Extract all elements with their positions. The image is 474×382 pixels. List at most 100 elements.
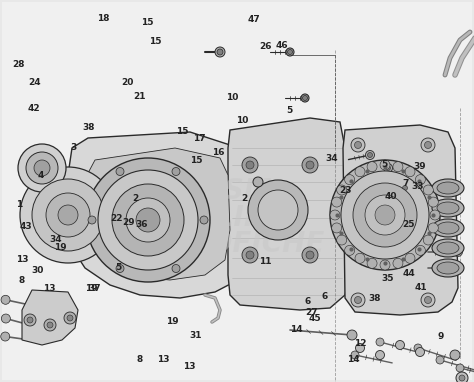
Text: 40: 40 (385, 192, 397, 201)
Circle shape (401, 183, 410, 193)
Circle shape (351, 293, 365, 307)
Text: 2: 2 (241, 194, 247, 203)
Circle shape (246, 251, 254, 259)
Text: 36: 36 (135, 220, 147, 229)
Circle shape (330, 160, 440, 270)
Circle shape (375, 205, 395, 225)
Ellipse shape (432, 179, 464, 197)
Circle shape (450, 350, 460, 360)
Circle shape (415, 245, 425, 255)
Circle shape (67, 315, 73, 321)
Text: 45: 45 (309, 314, 321, 324)
Circle shape (27, 317, 33, 323)
Circle shape (416, 348, 425, 356)
Circle shape (347, 330, 357, 340)
Text: 26: 26 (259, 42, 272, 51)
Text: 30: 30 (32, 266, 44, 275)
Circle shape (200, 216, 208, 224)
Circle shape (356, 343, 365, 353)
Circle shape (302, 96, 308, 100)
Circle shape (365, 151, 374, 160)
Ellipse shape (437, 202, 459, 214)
Circle shape (383, 163, 392, 173)
Ellipse shape (432, 259, 464, 277)
Text: 19: 19 (85, 284, 97, 293)
Text: 6: 6 (321, 291, 328, 301)
Circle shape (116, 264, 124, 272)
Circle shape (306, 251, 314, 259)
Circle shape (20, 167, 116, 263)
Circle shape (405, 167, 415, 177)
Circle shape (414, 344, 422, 352)
Circle shape (430, 210, 440, 220)
Text: 28: 28 (13, 60, 25, 69)
Circle shape (428, 197, 438, 207)
Circle shape (302, 247, 318, 263)
Circle shape (136, 208, 160, 232)
Ellipse shape (432, 239, 464, 257)
Text: 34: 34 (326, 154, 338, 163)
Circle shape (355, 253, 365, 263)
Circle shape (24, 314, 36, 326)
Circle shape (456, 364, 464, 372)
Text: 15: 15 (141, 18, 153, 27)
Circle shape (242, 157, 258, 173)
Circle shape (353, 183, 417, 247)
Circle shape (423, 235, 433, 245)
Polygon shape (343, 125, 458, 315)
Text: 21: 21 (134, 92, 146, 101)
Text: 38: 38 (368, 294, 381, 303)
Circle shape (44, 319, 56, 331)
Text: 41: 41 (415, 283, 427, 292)
Text: 15: 15 (149, 37, 161, 46)
Circle shape (126, 198, 170, 242)
Text: 38: 38 (83, 123, 95, 133)
Circle shape (258, 190, 298, 230)
Circle shape (330, 210, 340, 220)
Text: 10: 10 (236, 116, 248, 125)
Circle shape (393, 162, 403, 172)
Circle shape (355, 296, 362, 304)
Circle shape (1, 314, 10, 323)
Polygon shape (85, 148, 230, 280)
Circle shape (112, 184, 184, 256)
Circle shape (345, 175, 355, 185)
Circle shape (242, 247, 258, 263)
Circle shape (46, 193, 90, 237)
Text: 15: 15 (176, 127, 189, 136)
Text: 14: 14 (290, 325, 302, 334)
Circle shape (345, 245, 355, 255)
Text: 19: 19 (166, 317, 178, 326)
Circle shape (380, 260, 390, 270)
Circle shape (425, 141, 431, 149)
Circle shape (386, 224, 394, 232)
Circle shape (246, 161, 254, 169)
Text: 13: 13 (17, 255, 29, 264)
Text: 13: 13 (183, 362, 196, 371)
Text: 5: 5 (381, 160, 387, 169)
Text: 6: 6 (305, 297, 311, 306)
Circle shape (34, 160, 50, 176)
Text: 20: 20 (121, 78, 133, 87)
Circle shape (351, 351, 359, 359)
Text: 29: 29 (123, 218, 135, 227)
Circle shape (375, 351, 384, 359)
Polygon shape (22, 290, 78, 345)
Text: 19: 19 (55, 243, 67, 252)
Text: 5: 5 (115, 263, 122, 272)
Circle shape (288, 50, 292, 55)
Circle shape (423, 185, 433, 195)
Circle shape (351, 138, 365, 152)
Circle shape (380, 160, 390, 170)
Circle shape (393, 258, 403, 268)
Text: 13: 13 (44, 284, 56, 293)
Circle shape (58, 205, 78, 225)
Circle shape (47, 322, 53, 328)
Circle shape (456, 372, 468, 382)
Ellipse shape (432, 219, 464, 237)
Text: 8: 8 (137, 354, 143, 364)
Text: 18: 18 (97, 14, 109, 23)
Text: 17: 17 (193, 134, 205, 143)
Text: 7: 7 (402, 179, 409, 188)
Circle shape (1, 295, 10, 304)
